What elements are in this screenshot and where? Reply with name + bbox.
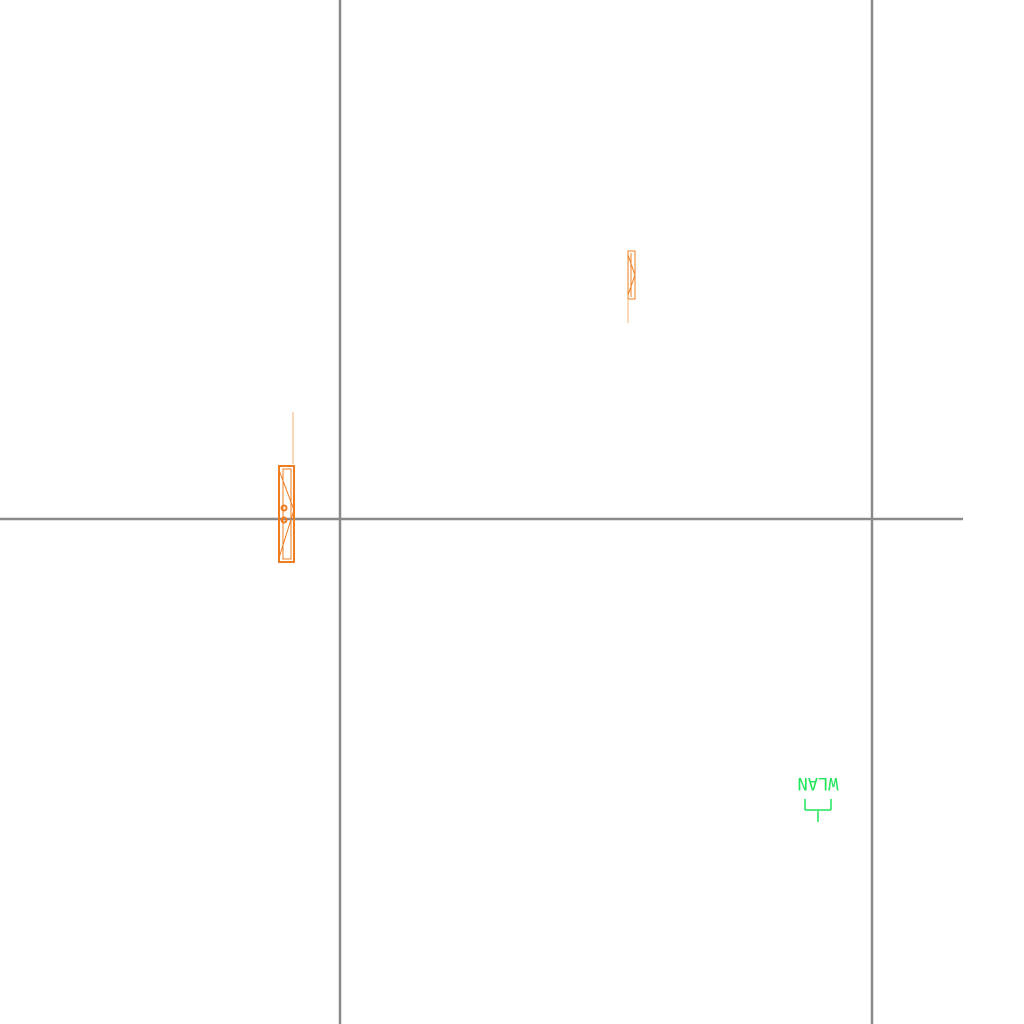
window-fixture-left xyxy=(278,412,295,563)
window-left-diagonal-2 xyxy=(278,509,295,559)
window-left-inner-frame xyxy=(282,468,292,560)
window-top-diagonal-2 xyxy=(627,274,636,296)
window-left-diagonal-1 xyxy=(278,469,295,511)
window-left-hinge-1 xyxy=(280,504,288,512)
walls xyxy=(0,0,963,1024)
window-left-hinge-2 xyxy=(280,516,288,524)
window-fixture-top xyxy=(627,250,636,323)
wlan-symbol: WLAN xyxy=(798,773,839,822)
window-top-diagonal xyxy=(627,254,636,276)
wlan-label: WLAN xyxy=(798,773,839,793)
window-left-outer-frame xyxy=(278,465,295,563)
antenna-symbol-icon xyxy=(804,799,832,822)
